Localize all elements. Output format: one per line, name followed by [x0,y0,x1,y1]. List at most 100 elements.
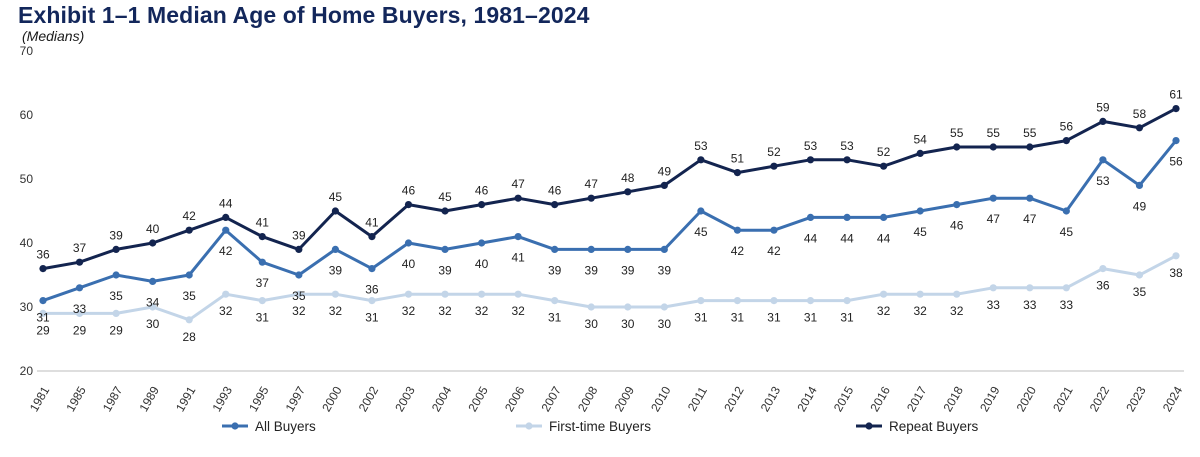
repeat-buyers-point [39,265,47,273]
repeat-buyers-data-label: 45 [438,190,452,204]
repeat-buyers-point [733,169,742,177]
first-time-buyers-data-label: 33 [1060,298,1074,312]
all-buyers-data-label: 49 [1133,199,1147,213]
all-buyers-point [1172,137,1180,145]
all-buyers-point [953,201,961,209]
first-time-buyers-data-label: 32 [950,304,964,318]
all-buyers-point [806,213,815,221]
repeat-buyers-data-label: 53 [840,139,854,153]
repeat-buyers-point [368,233,376,241]
x-tick-label: 2014 [794,384,820,414]
data-labels: 31 33 35 34 35 42 37 35 39 36 40 39 40 41 39 39 39 39 45 42… [36,88,1183,344]
all-buyers-point [258,258,266,266]
first-time-buyers-data-label: 31 [548,311,562,325]
first-time-buyers-point [1172,252,1180,260]
repeat-buyers-data-label: 40 [146,222,160,236]
x-tick-label: 2016 [867,384,893,414]
first-time-buyers-data-label: 30 [621,317,635,331]
all-buyers-point [770,226,778,234]
first-time-buyers-point [331,290,339,298]
all-buyers-data-label: 42 [767,244,781,258]
legend-item-first-time-buyers[interactable]: First-time Buyers [516,419,651,434]
legend-label: Repeat Buyers [889,419,979,434]
first-time-buyers-point [624,303,632,311]
all-buyers-point [368,265,376,273]
first-time-buyers-data-label: 32 [877,304,891,318]
all-buyers-data-label: 35 [292,289,306,303]
first-time-buyers-point [222,290,230,298]
first-time-buyers-data-label: 31 [731,311,745,325]
repeat-buyers-data-label: 45 [329,190,343,204]
all-buyers-point [149,277,157,285]
x-tick-label: 1989 [136,384,162,414]
first-time-buyers-data-label: 30 [658,317,672,331]
all-buyers-point [112,271,120,279]
repeat-buyers-point [843,156,851,164]
first-time-buyers-point [953,290,961,298]
all-buyers-point [185,271,193,279]
first-time-buyers-point [843,297,851,305]
first-time-buyers-point [441,290,449,298]
all-buyers-data-label: 44 [840,231,854,245]
repeat-buyers-point [587,194,595,202]
all-buyers-data-label: 31 [36,311,50,325]
first-time-buyers-point [770,297,778,305]
x-tick-label: 2023 [1123,384,1149,414]
all-buyers-point [843,213,851,221]
all-buyers-point [514,233,522,241]
x-tick-label: 1995 [246,384,272,414]
first-time-buyers-data-label: 33 [1023,298,1037,312]
repeat-buyers-data-label: 49 [658,164,672,178]
repeat-buyers-data-label: 48 [621,171,635,185]
repeat-buyers-data-label: 52 [767,145,781,159]
legend-marker [525,422,533,430]
x-tick-label: 2007 [538,384,564,414]
all-buyers-point [989,194,997,202]
repeat-buyers-data-label: 51 [731,152,745,166]
all-buyers-point [1135,181,1144,189]
all-buyers-point [477,239,486,247]
repeat-buyers-point [1062,137,1070,145]
repeat-buyers-point [770,162,778,170]
x-tick-label: 2021 [1050,384,1076,414]
repeat-buyers-point [258,233,266,241]
repeat-buyers-data-label: 42 [183,209,197,223]
y-tick-label: 60 [20,108,34,122]
all-buyers-point [75,284,84,292]
first-time-buyers-data-label: 29 [36,323,50,337]
repeat-buyers-point [880,162,888,170]
first-time-buyers-data-label: 32 [913,304,927,318]
repeat-buyers-point [624,188,632,196]
all-buyers-data-label: 41 [511,251,525,265]
first-time-buyers-data-label: 32 [475,304,489,318]
first-time-buyers-data-label: 32 [438,304,452,318]
repeat-buyers-data-label: 55 [950,126,964,140]
repeat-buyers-point [514,194,522,202]
y-tick-label: 50 [20,172,34,186]
x-tick-label: 2000 [319,384,345,414]
legend-item-all-buyers[interactable]: All Buyers [222,419,316,434]
repeat-buyers-point [1135,124,1144,132]
all-buyers-data-label: 40 [475,257,489,271]
first-time-buyers-point [185,316,193,324]
chart-title: Exhibit 1–1 Median Age of Home Buyers, 1… [18,2,590,28]
first-time-buyers-data-label: 35 [1133,285,1147,299]
all-buyers-data-label: 36 [365,283,379,297]
repeat-buyers-point [916,149,924,157]
x-tick-label: 2002 [356,384,382,414]
all-buyers-point [331,245,339,253]
legend-item-repeat-buyers[interactable]: Repeat Buyers [856,419,979,434]
repeat-buyers-data-label: 52 [877,145,891,159]
legend-marker [865,422,873,430]
first-time-buyers-data-label: 30 [146,317,160,331]
repeat-buyers-data-label: 56 [1060,120,1074,134]
all-buyers-data-label: 35 [183,289,197,303]
first-time-buyers-data-label: 29 [109,323,123,337]
all-buyers-point [916,207,924,215]
all-buyers-point [39,297,47,305]
first-time-buyers-data-label: 33 [987,298,1001,312]
all-buyers-data-label: 42 [219,244,233,258]
first-time-buyers-data-label: 36 [1096,279,1110,293]
series-layer [39,105,1180,324]
